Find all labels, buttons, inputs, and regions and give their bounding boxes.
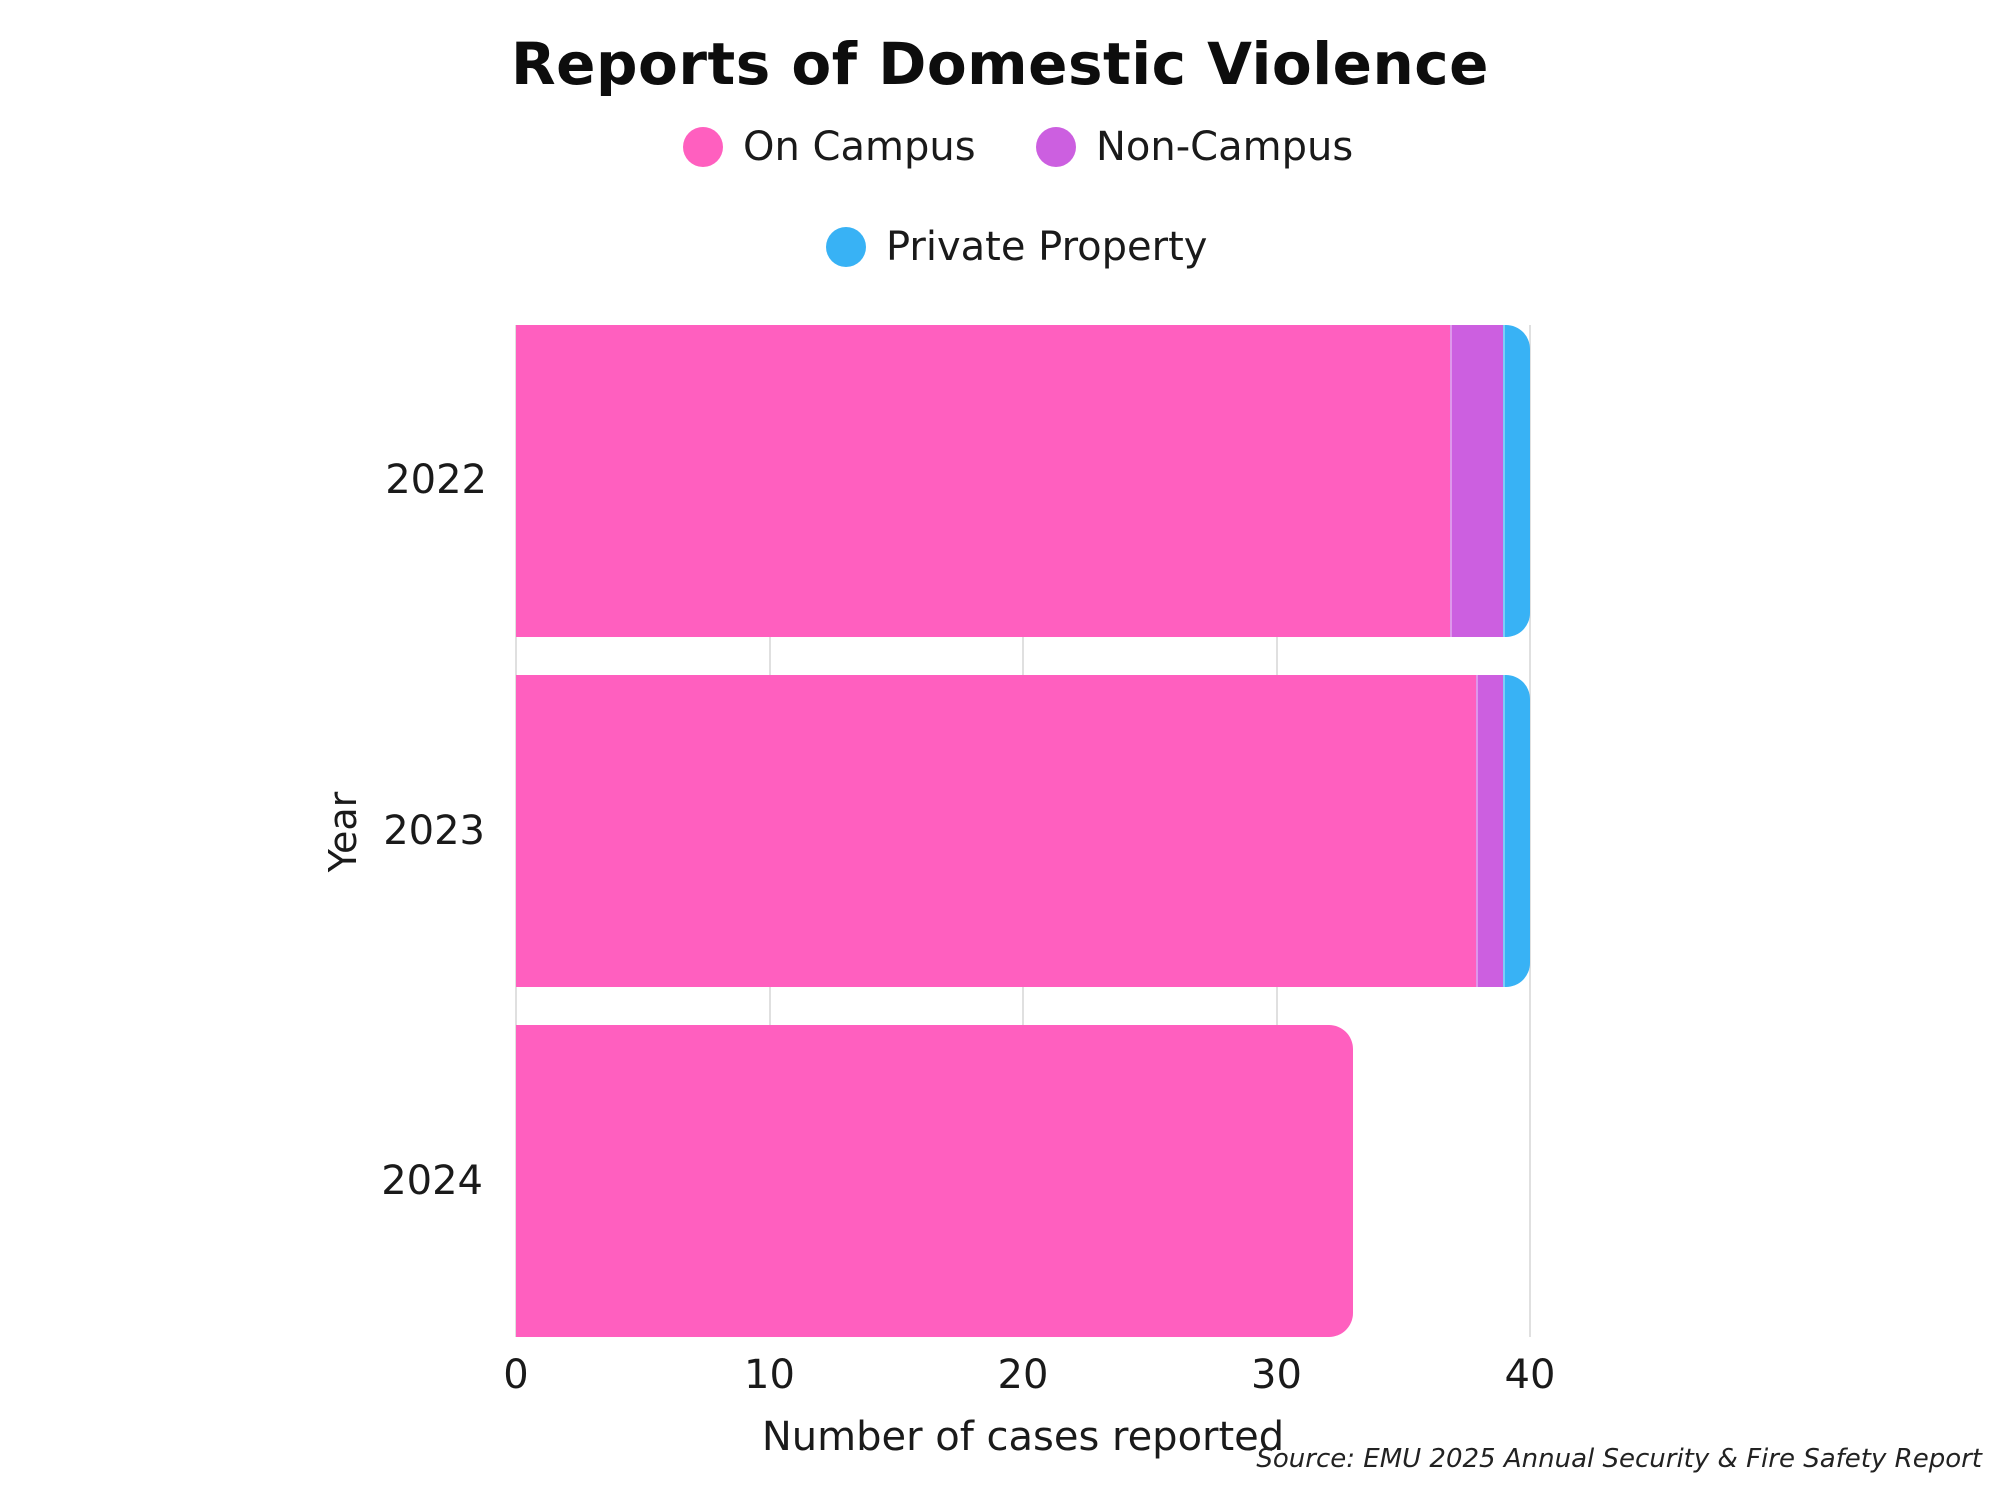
bar-2022 [516,325,1530,637]
bar-2024 [516,1025,1353,1337]
y-tick-2023: 2023 [383,808,485,854]
x-tick-40: 40 [1504,1352,1556,1398]
bar-segment-private-property [1502,675,1530,987]
x-tick-10: 10 [744,1352,795,1398]
bar-segment-on-campus [516,1025,1353,1337]
bar-segment-private-property [1502,325,1530,637]
legend-label: On Campus [743,124,976,170]
x-axis-label: Number of cases reported [761,1414,1285,1460]
bar-2023 [516,675,1530,987]
source-note: Source: EMU 2025 Annual Security & Fire … [1256,1444,1982,1474]
bar-segment-non-campus [1475,675,1503,987]
chart-title: Reports of Domestic Violence [511,30,1489,98]
gridline [1022,637,1024,1337]
gridline [768,637,771,1337]
bar-segment-on-campus [516,325,1451,637]
legend-dot-icon [683,127,723,167]
legend-item-non-campus: Non-Campus [1036,124,1353,170]
legend-label: Private Property [886,224,1208,270]
bar-segment-non-campus [1450,325,1503,637]
legend-item-private-property: Private Property [826,224,1207,270]
x-tick-30: 30 [1251,1352,1302,1398]
y-tick-2024: 2024 [381,1158,483,1204]
y-tick-2022: 2022 [385,457,487,503]
bar-segment-on-campus [516,675,1476,987]
legend-dot-icon [826,227,866,267]
gridline [1529,325,1531,1337]
gridline [1275,637,1278,1337]
legend-label: Non-Campus [1096,124,1354,170]
x-tick-20: 20 [997,1352,1049,1398]
plot-area [515,325,1531,1337]
legend-item-on-campus: On Campus [683,124,976,170]
legend-dot-icon [1036,127,1076,167]
y-axis-label: Year [321,791,365,873]
x-tick-0: 0 [503,1352,529,1398]
